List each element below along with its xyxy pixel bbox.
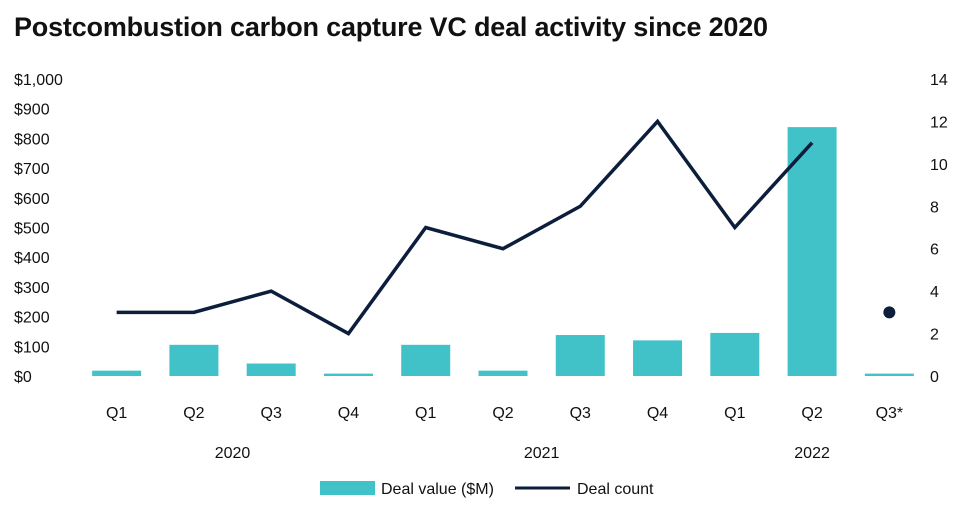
bar-deal-value — [169, 344, 219, 376]
legend-label-deal-count: Deal count — [577, 481, 654, 498]
point-deal-count — [883, 306, 896, 319]
bar-deal-value — [323, 373, 373, 376]
line-series — [116, 118, 896, 336]
left-axis: $0 $100 $200 $300 $400 $500 $600 $700 $800 $900 $1… — [14, 72, 63, 386]
x-tick-label: Q1 — [724, 405, 745, 422]
legend-label-deal-value: Deal value ($M) — [381, 481, 494, 498]
y-right-tick-label: 12 — [930, 114, 948, 131]
y-right-tick-label: 8 — [930, 199, 939, 216]
bar-deal-value — [710, 332, 760, 376]
x-year-label: 2021 — [524, 445, 560, 462]
y-left-tick-label: $900 — [14, 102, 50, 119]
line-deal-count — [116, 118, 814, 336]
x-tick-label: Q3 — [570, 405, 591, 422]
bar-deal-value — [246, 363, 296, 376]
y-right-tick-label: 6 — [930, 242, 939, 259]
bar-series — [92, 127, 914, 376]
y-left-tick-label: $0 — [14, 369, 32, 386]
x-axis: Q1 Q2 Q3 Q4 Q1 Q2 Q3 Q4 Q1 Q2 Q3* 2020 2021 2022 — [106, 405, 903, 462]
y-left-tick-label: $500 — [14, 221, 50, 238]
x-tick-label: Q2 — [492, 405, 513, 422]
y-left-tick-label: $300 — [14, 280, 50, 297]
y-right-tick-label: 4 — [930, 284, 939, 301]
bar-deal-value — [92, 370, 142, 376]
y-right-tick-label: 14 — [930, 72, 948, 89]
y-right-tick-label: 2 — [930, 327, 939, 344]
legend-swatch-deal-value — [320, 481, 375, 495]
x-tick-label: Q3 — [261, 405, 282, 422]
x-tick-label: Q1 — [106, 405, 127, 422]
y-left-tick-label: $600 — [14, 191, 50, 208]
y-right-tick-label: 10 — [930, 157, 948, 174]
chart-title: Postcombustion carbon capture VC deal ac… — [14, 12, 768, 42]
x-tick-label: Q4 — [338, 405, 359, 422]
y-left-tick-label: $200 — [14, 310, 50, 327]
x-tick-label: Q1 — [415, 405, 436, 422]
bar-deal-value — [401, 344, 451, 376]
x-tick-label: Q2 — [183, 405, 204, 422]
y-right-tick-label: 0 — [930, 369, 939, 386]
x-tick-label: Q3* — [876, 405, 904, 422]
x-year-label: 2022 — [794, 445, 830, 462]
y-left-tick-label: $1,000 — [14, 72, 63, 89]
bar-deal-value — [555, 335, 605, 376]
y-left-tick-label: $700 — [14, 161, 50, 178]
y-left-tick-label: $800 — [14, 131, 50, 148]
bar-deal-value — [864, 373, 914, 376]
bar-deal-value — [478, 370, 528, 376]
right-axis: 0 2 4 6 8 10 12 14 — [930, 72, 948, 386]
bar-deal-value — [787, 127, 837, 376]
x-tick-label: Q2 — [801, 405, 822, 422]
y-left-tick-label: $400 — [14, 250, 50, 267]
y-left-tick-label: $100 — [14, 339, 50, 356]
x-tick-label: Q4 — [647, 405, 668, 422]
bar-deal-value — [633, 340, 683, 376]
legend: Deal value ($M) Deal count — [320, 481, 654, 498]
x-year-label: 2020 — [215, 445, 251, 462]
